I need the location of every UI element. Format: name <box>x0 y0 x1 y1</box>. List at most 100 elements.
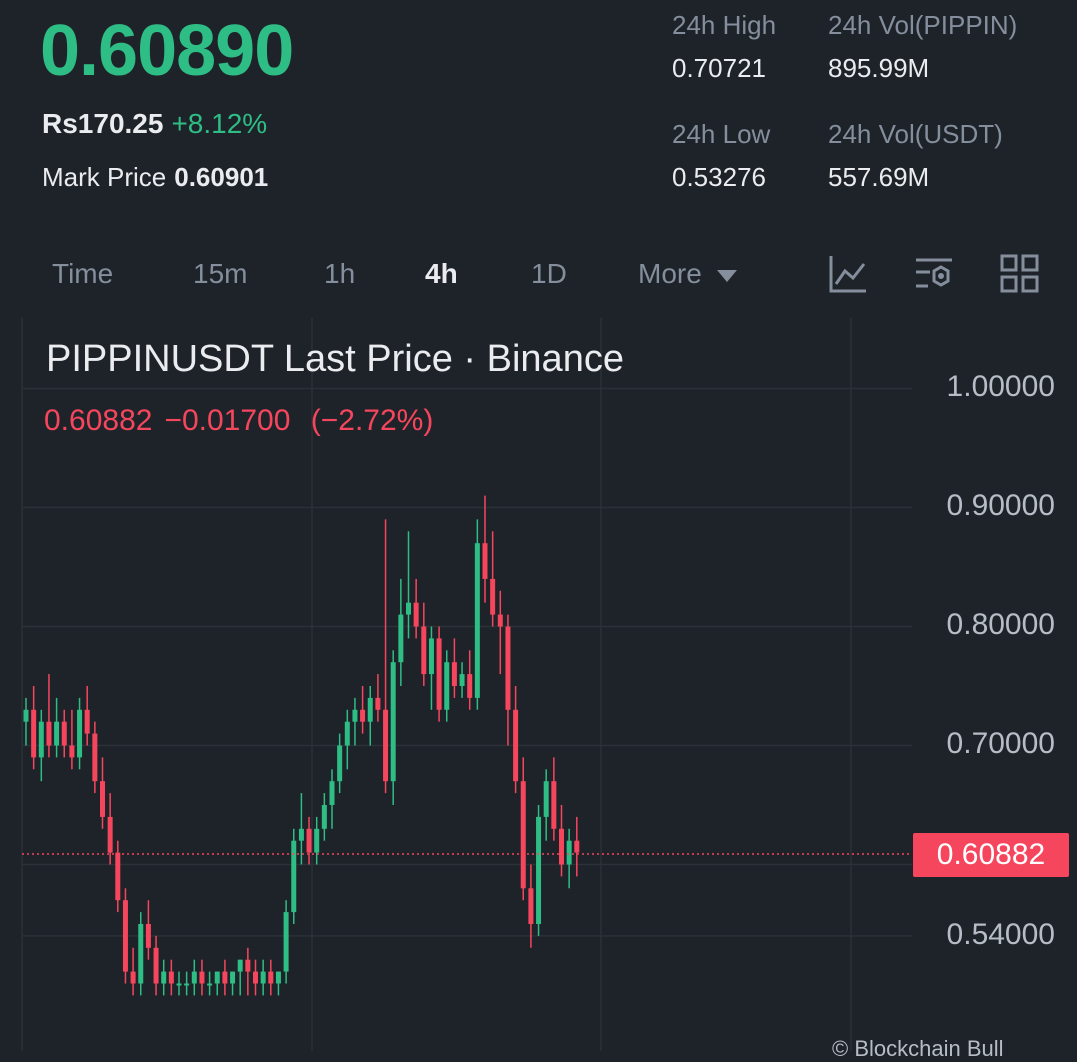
layout-grid-icon[interactable] <box>1000 254 1040 294</box>
mark-price-label: Mark Price <box>42 162 167 192</box>
stat-value: 0.53276 <box>672 162 766 192</box>
tab-4h[interactable]: 4h <box>425 258 458 289</box>
last-price: 0.60890 <box>40 11 294 91</box>
candle-body <box>245 959 251 972</box>
candle-body <box>168 971 174 984</box>
chevron-down-icon <box>716 269 737 282</box>
candle-body <box>176 983 182 986</box>
stat-24h-high: 24h High 0.70721 <box>672 10 776 84</box>
chart-settings-icon[interactable] <box>914 254 954 294</box>
candle-body <box>474 543 480 698</box>
candle-body <box>107 816 113 853</box>
y-tick-label: 1.00000 <box>946 370 1055 404</box>
change-percent: +8.12% <box>171 108 268 139</box>
candle-body <box>352 709 358 722</box>
candle-body <box>413 602 419 627</box>
candle-body <box>92 733 98 782</box>
y-tick-label: 0.70000 <box>946 727 1055 761</box>
candle-body <box>214 971 220 984</box>
candle-body <box>199 971 205 984</box>
stat-24h-low: 24h Low 0.53276 <box>672 119 770 193</box>
chart-ohlc-readout: 0.60882 −0.01700 (−2.72%) <box>44 404 433 438</box>
candle-body <box>436 638 442 710</box>
candle-body <box>459 674 465 686</box>
candle-body <box>237 959 243 972</box>
candle-body <box>543 781 549 817</box>
mark-price-row: Mark Price 0.60901 <box>42 162 268 193</box>
candle-body <box>84 709 90 734</box>
stat-label: 24h Vol(PIPPIN) <box>828 10 1018 40</box>
candle-body <box>490 578 496 615</box>
candle-body <box>497 614 503 627</box>
candle-body <box>344 721 350 746</box>
candle-body <box>306 828 312 853</box>
candle-body <box>375 697 381 710</box>
candle-body <box>268 971 274 984</box>
stat-label: 24h Vol(USDT) <box>828 119 1003 149</box>
candle-body <box>61 721 67 746</box>
stat-24h-vol-quote: 24h Vol(USDT) 557.69M <box>828 119 1003 193</box>
candle-body <box>153 947 159 984</box>
chart-change-abs: −0.01700 <box>164 404 291 437</box>
tab-15m[interactable]: 15m <box>193 258 248 289</box>
candle-body <box>444 662 450 710</box>
candle-body <box>421 626 427 675</box>
fiat-price: Rs170.25 <box>42 108 164 139</box>
candle-body <box>574 840 580 853</box>
candle-body <box>130 971 136 984</box>
current-price-tag: 0.60882 <box>913 833 1069 877</box>
candle-body <box>383 709 389 782</box>
candle-body <box>482 543 488 579</box>
tab-more[interactable]: More <box>638 258 738 290</box>
candle-body <box>428 638 434 675</box>
stat-value: 557.69M <box>828 162 930 192</box>
candle-body <box>513 709 519 782</box>
fiat-price-row: Rs170.25 +8.12% <box>42 108 267 140</box>
candle-body <box>528 888 534 924</box>
candle-body <box>291 840 297 913</box>
candlestick-chart[interactable] <box>0 318 1077 1051</box>
candle-body <box>253 971 258 984</box>
chart-last-value: 0.60882 <box>44 404 153 437</box>
candle-body <box>559 828 564 865</box>
chart-title: PIPPINUSDT Last Price · Binance <box>46 338 624 380</box>
candle-body <box>451 662 457 686</box>
candle-body <box>122 900 128 972</box>
candle-body <box>520 781 526 889</box>
interval-tabs: Time 15m 1h 4h 1D More <box>0 250 1077 310</box>
candle-body <box>398 614 404 663</box>
candle-body <box>337 745 343 782</box>
candle-body <box>467 674 473 698</box>
tab-1d[interactable]: 1D <box>531 258 567 289</box>
y-tick-label: 0.54000 <box>946 917 1055 951</box>
candle-body <box>161 971 167 984</box>
candle-body <box>38 721 44 758</box>
candle-body <box>390 662 396 782</box>
candle-body <box>360 709 366 722</box>
candle-body <box>298 828 304 841</box>
y-tick-label: 0.80000 <box>946 608 1055 642</box>
tab-time[interactable]: Time <box>52 258 114 289</box>
candle-body <box>191 971 197 984</box>
tab-1h[interactable]: 1h <box>324 258 356 289</box>
candle-body <box>329 781 335 805</box>
candle-body <box>69 745 75 758</box>
candle-body <box>536 816 542 924</box>
indicator-icon[interactable] <box>828 254 868 294</box>
candle-body <box>275 971 281 984</box>
candle-body <box>314 828 320 853</box>
candle-body <box>46 721 52 746</box>
tab-more-label: More <box>638 258 702 289</box>
candle-body <box>184 983 190 986</box>
candle-body <box>138 923 144 984</box>
candle-body <box>260 971 266 984</box>
y-tick-label: 0.90000 <box>946 489 1055 523</box>
candle-body <box>551 781 557 829</box>
chart-change-pct: (−2.72%) <box>310 404 434 437</box>
candle-body <box>100 781 105 817</box>
candle-body <box>505 626 511 710</box>
candle-body <box>54 721 60 746</box>
candle-body <box>321 804 327 829</box>
stat-label: 24h High <box>672 10 777 40</box>
candle-body <box>367 697 373 722</box>
